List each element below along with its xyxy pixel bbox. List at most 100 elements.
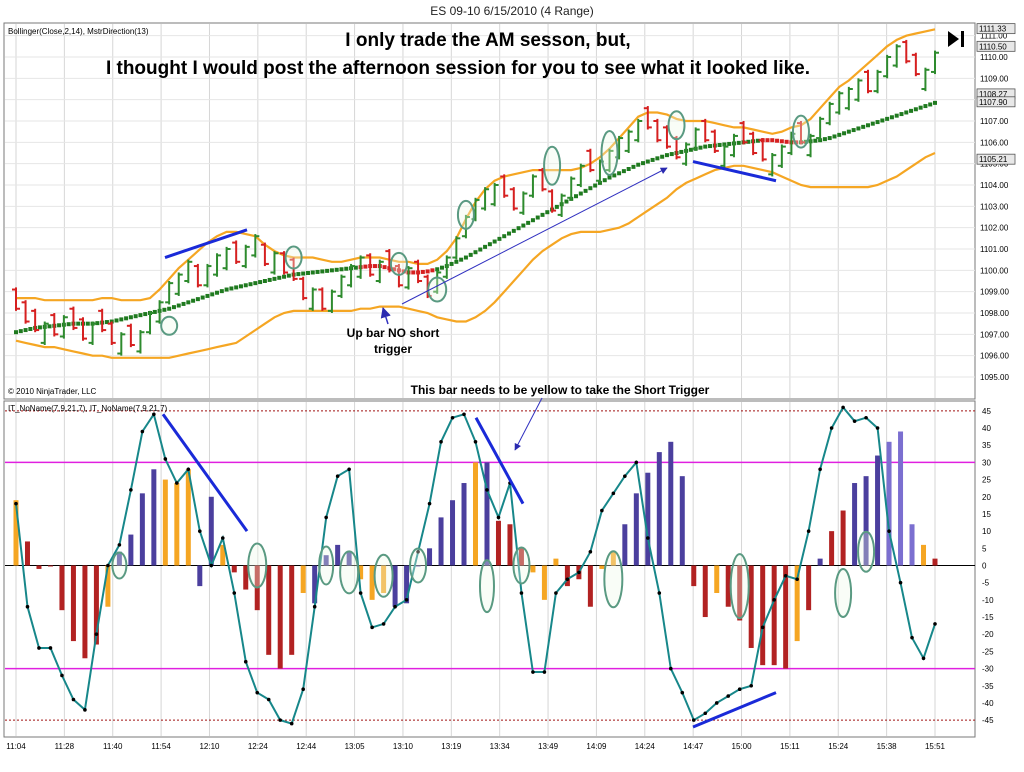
oscillator-point (106, 563, 110, 568)
highlight-ellipse (247, 542, 268, 589)
oscillator-point (611, 491, 616, 496)
osc-y-tick-label: 30 (982, 458, 991, 467)
direction-dot (827, 136, 832, 141)
oscillator-point (404, 598, 409, 602)
histogram-bar (679, 476, 685, 566)
x-tick-label: 14:47 (683, 742, 704, 751)
up-range-bar (806, 133, 815, 158)
direction-dot (463, 255, 468, 260)
scroll-to-end-icon[interactable] (948, 31, 964, 47)
direction-dot (76, 321, 81, 326)
histogram-bar (806, 565, 812, 611)
price-marker-box (976, 40, 1016, 52)
histogram-bar (553, 558, 559, 566)
oscillator-plot (5, 405, 975, 726)
down-range-bar (299, 276, 308, 301)
direction-dot (468, 252, 473, 257)
price-y-tick-label: 1098.00 (980, 309, 1009, 318)
oscillator-point (60, 673, 64, 678)
direction-dot (794, 140, 799, 145)
direction-dot (540, 212, 545, 217)
direction-dot (870, 121, 875, 126)
down-range-bar (586, 148, 595, 173)
x-tick-label: 13:49 (538, 742, 559, 751)
up-range-bar (203, 263, 212, 288)
oscillator-point (749, 683, 753, 688)
down-range-bar (548, 189, 557, 213)
up-range-bar (404, 266, 413, 290)
direction-dot (813, 138, 818, 143)
direction-dot (138, 313, 143, 318)
up-range-bar (567, 176, 576, 200)
oscillator-point (48, 646, 53, 650)
osc-y-tick-label: 10 (982, 527, 991, 536)
direction-dot (392, 267, 397, 272)
histogram-bar (794, 565, 800, 642)
osc-y-tick-label: 20 (982, 493, 991, 502)
direction-dot (382, 265, 387, 270)
highlight-ellipse (543, 145, 562, 186)
direction-dot (320, 269, 325, 274)
direction-dot (842, 131, 847, 136)
oscillator-point (393, 604, 397, 609)
up-range-bar (729, 133, 738, 158)
direction-dot (530, 218, 535, 223)
down-range-bar (643, 106, 652, 130)
histogram-bar (564, 565, 570, 587)
price-marker-label: 1108.27 (979, 90, 1008, 99)
x-tick-label: 15:24 (828, 742, 849, 751)
histogram-bar (817, 558, 823, 566)
trendline-pm (692, 160, 777, 183)
price-y-tick-label: 1111.00 (980, 32, 1008, 41)
up-range-bar (356, 255, 365, 279)
up-range-bar (40, 321, 49, 345)
direction-dot (736, 140, 741, 145)
oscillator-point (875, 426, 880, 430)
direction-dot (832, 134, 837, 139)
highlight-ellipse (791, 114, 810, 149)
direction-dot (186, 300, 191, 305)
highlight-ellipse (373, 553, 394, 598)
histogram-bar (404, 565, 410, 604)
down-range-bar (79, 317, 88, 341)
histogram-bar (622, 524, 628, 566)
osc-trendline-3 (692, 691, 777, 729)
oscillator-point (910, 635, 914, 640)
direction-dot (502, 234, 507, 239)
oscillator-point (600, 508, 604, 513)
direction-dot (114, 318, 119, 323)
direction-dot (765, 138, 770, 143)
osc-y-tick-label: 40 (982, 424, 991, 433)
direction-dot (473, 250, 478, 255)
oscillator-point (473, 439, 478, 444)
histogram-bar (932, 558, 938, 566)
oscillator-point (577, 570, 581, 575)
window-title: ES 09-10 6/15/2010 (4 Range) (430, 4, 594, 18)
oscillator-point (152, 412, 156, 417)
oscillator-point (312, 604, 317, 609)
oscillator-point (646, 536, 650, 540)
direction-dot (492, 239, 497, 244)
down-range-bar (31, 308, 40, 333)
down-range-bar (911, 52, 920, 77)
oscillator-point (462, 412, 466, 417)
direction-dot (708, 144, 713, 149)
histogram-bar (243, 565, 249, 590)
oscillator-point (485, 488, 489, 492)
up-range-bar (184, 259, 193, 284)
direction-dot (310, 270, 315, 275)
direction-dot (277, 275, 282, 280)
histogram-bar (266, 565, 272, 655)
histogram-bar (587, 565, 593, 607)
chart-area: 11:04 11:28 11:40 11:54 12:10 12:24 12:44 13:05… (3, 22, 1016, 751)
down-range-bar (414, 259, 423, 284)
direction-dot (626, 167, 631, 171)
direction-dot (607, 175, 612, 180)
up-range-bar (117, 332, 126, 356)
histogram-bar (633, 493, 639, 566)
direction-dot (171, 305, 176, 310)
direction-dot (248, 282, 253, 287)
oscillator-point (818, 467, 822, 472)
arrow-to-setup (401, 167, 668, 305)
histogram-bar (335, 544, 341, 566)
